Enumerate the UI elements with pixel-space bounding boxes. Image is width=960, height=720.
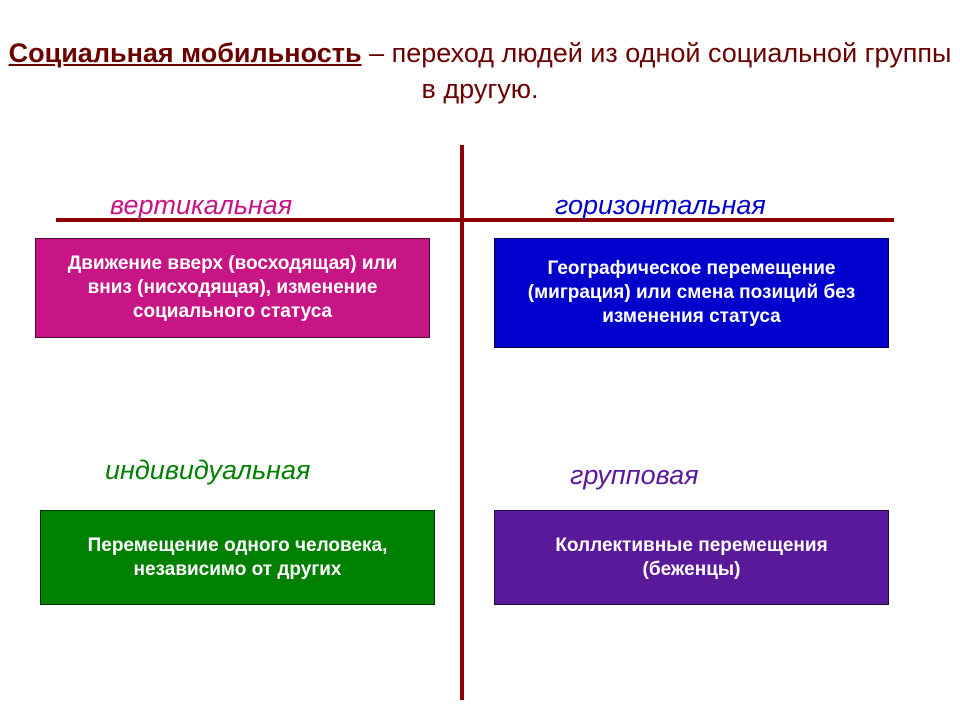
title-definition: – переход людей из одной социальной груп…	[362, 38, 952, 104]
label-group: групповая	[570, 460, 699, 491]
label-individual: индивидуальная	[105, 455, 310, 486]
label-vertical: вертикальная	[110, 190, 292, 221]
title-term: Социальная мобильность	[9, 38, 362, 68]
box-horizontal: Географическое перемещение (миграция) ил…	[494, 238, 889, 348]
box-vertical: Движение вверх (восходящая) или вниз (ни…	[35, 238, 430, 338]
label-horizontal: горизонтальная	[555, 190, 766, 221]
box-individual: Перемещение одного человека, независимо …	[40, 510, 435, 605]
box-group: Коллективные перемещения (беженцы)	[494, 510, 889, 605]
title: Социальная мобильность – переход людей и…	[0, 35, 960, 108]
axis-vertical	[460, 145, 464, 700]
